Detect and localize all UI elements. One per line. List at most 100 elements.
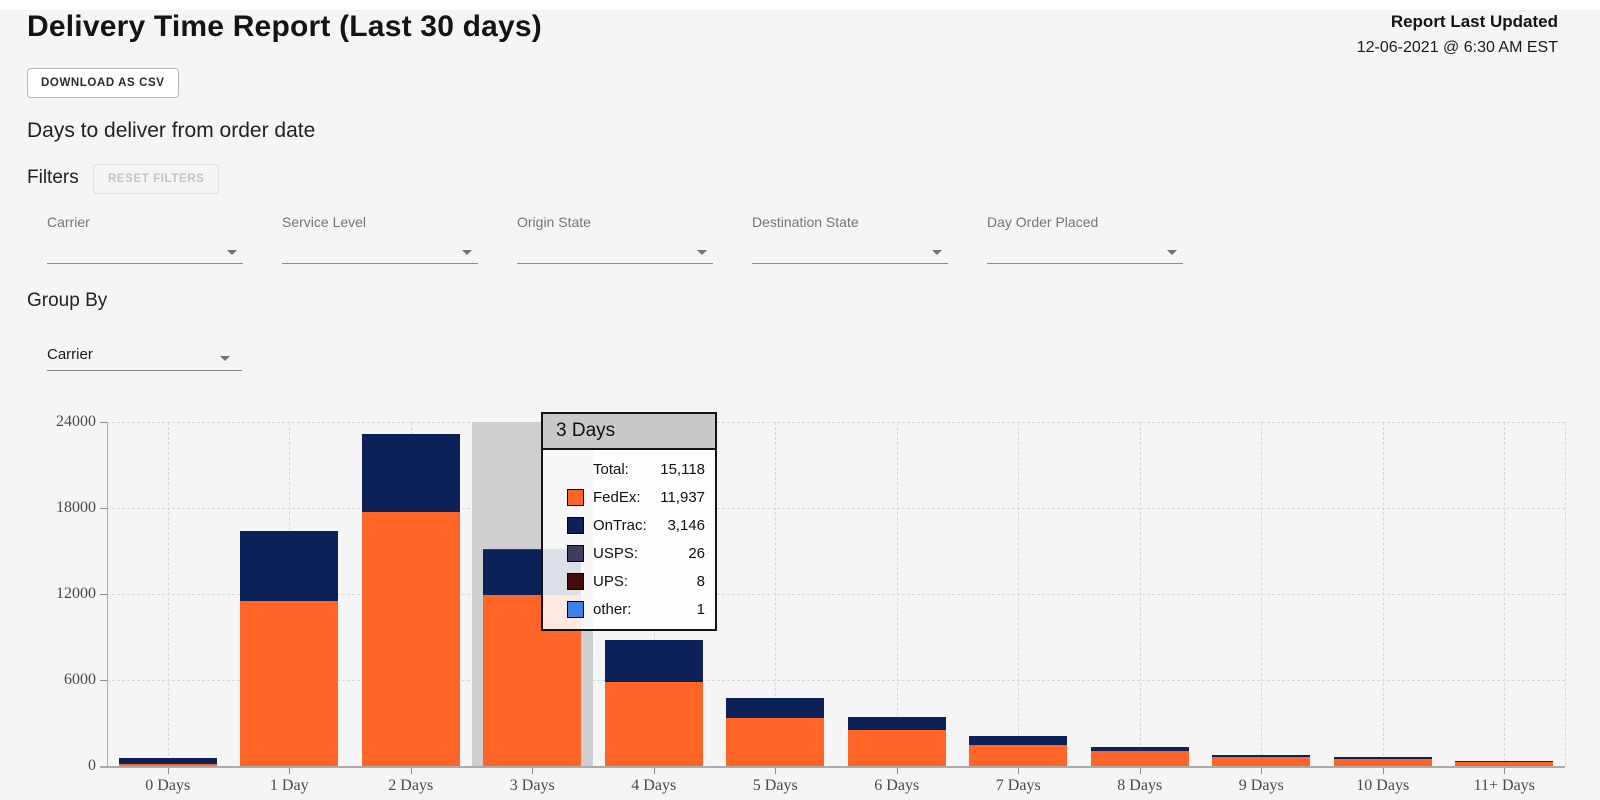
- y-axis-label: 12000: [56, 585, 96, 602]
- filter-label: Day Order Placed: [987, 214, 1099, 230]
- bar-7-days-fedex[interactable]: [969, 744, 1068, 766]
- x-axis-label: 5 Days: [752, 777, 798, 794]
- x-axis-tick: [1261, 768, 1263, 774]
- download-csv-button[interactable]: DOWNLOAD AS CSV: [27, 68, 179, 98]
- x-axis-label: 1 Day: [269, 777, 309, 794]
- filter-origin-state[interactable]: Origin State: [517, 214, 713, 264]
- bar-8-days-fedex[interactable]: [1090, 750, 1189, 766]
- x-axis-tick: [896, 768, 898, 774]
- series-swatch-icon: [567, 572, 584, 590]
- x-axis-label: 3 Days: [509, 777, 555, 794]
- bar-2-days-ontrac[interactable]: [361, 433, 460, 513]
- x-axis-tick: [775, 768, 777, 774]
- caret-down-icon: [227, 250, 237, 255]
- filter-service-level[interactable]: Service Level: [282, 214, 478, 264]
- filter-day-order-placed[interactable]: Day Order Placed: [987, 214, 1183, 264]
- bar-6-days-fedex[interactable]: [847, 729, 946, 766]
- filter-label: Carrier: [47, 214, 90, 230]
- bar-9-days-fedex[interactable]: [1212, 756, 1311, 766]
- tooltip-title: 3 Days: [541, 412, 717, 450]
- bar-5-days-fedex[interactable]: [726, 717, 825, 766]
- caret-down-icon: [462, 250, 472, 255]
- page-title: Delivery Time Report (Last 30 days): [27, 10, 542, 43]
- x-axis-label: 2 Days: [388, 777, 434, 794]
- tooltip-row-label: other:: [593, 600, 632, 618]
- x-axis-label: 6 Days: [874, 777, 920, 794]
- bar-1-day-fedex[interactable]: [240, 601, 339, 766]
- tooltip-row-ups: UPS: 8: [543, 567, 715, 595]
- reset-filters-button[interactable]: RESET FILTERS: [93, 164, 220, 194]
- bar-5-days-ontrac[interactable]: [726, 697, 825, 718]
- bar-3-days-usps[interactable]: [483, 549, 582, 550]
- bar-9-days-ontrac[interactable]: [1212, 755, 1311, 757]
- x-axis-tick: [1504, 768, 1506, 774]
- y-axis-label: 24000: [56, 413, 96, 430]
- bar-3-days-ups[interactable]: [483, 548, 582, 550]
- filter-carrier[interactable]: Carrier: [47, 214, 243, 264]
- x-axis-tick: [1382, 768, 1384, 774]
- select-underline: [987, 263, 1183, 264]
- bar-10-days-fedex[interactable]: [1333, 758, 1432, 766]
- group-by-select[interactable]: Carrier: [47, 340, 242, 371]
- x-axis-tick: [1139, 768, 1141, 774]
- report-last-updated-label: Report Last Updated: [1390, 12, 1558, 31]
- report-last-updated: Report Last Updated 12-06-2021 @ 6:30 AM…: [1357, 12, 1558, 57]
- select-underline: [47, 370, 242, 371]
- x-axis-tick: [289, 768, 291, 774]
- x-gridline: [1565, 422, 1566, 766]
- bar-8-days-ontrac[interactable]: [1090, 746, 1189, 751]
- select-underline: [752, 263, 948, 264]
- group-by-selected-value: Carrier: [47, 346, 93, 363]
- y-gridline: [107, 680, 1565, 681]
- bar-4-days-fedex[interactable]: [604, 681, 703, 766]
- y-axis-tick: [100, 680, 107, 681]
- caret-down-icon: [697, 250, 707, 255]
- y-gridline: [107, 594, 1565, 595]
- caret-down-icon: [220, 356, 230, 361]
- y-gridline: [107, 422, 1565, 423]
- y-axis-tick: [100, 594, 107, 595]
- x-axis-label: 9 Days: [1238, 777, 1284, 794]
- swatch-spacer: [567, 461, 584, 478]
- bar-10-days-ontrac[interactable]: [1333, 757, 1432, 759]
- tooltip-row-total: Total: 15,118: [543, 455, 715, 483]
- chart-subtitle: Days to deliver from order date: [27, 119, 316, 142]
- y-axis-tick: [100, 508, 107, 509]
- select-underline: [282, 263, 478, 264]
- tooltip-body: Total: 15,118 FedEx: 11,937 OnTrac: 3,146 USPS…: [541, 450, 717, 631]
- bar-0-days-fedex[interactable]: [118, 764, 217, 766]
- series-swatch-icon: [567, 544, 584, 562]
- bar-0-days-ontrac[interactable]: [118, 757, 217, 764]
- x-axis-tick: [167, 768, 169, 774]
- tooltip-row-value: 8: [696, 572, 705, 590]
- x-axis-label: 11+ Days: [1473, 777, 1535, 794]
- x-axis-label: 10 Days: [1356, 777, 1410, 794]
- filter-label: Origin State: [517, 214, 591, 230]
- filter-destination-state[interactable]: Destination State: [752, 214, 948, 264]
- tooltip-row-value: 15,118: [660, 460, 705, 478]
- bar-11-days-ontrac[interactable]: [1455, 761, 1554, 762]
- x-axis-label: 0 Days: [145, 777, 191, 794]
- tooltip-row-value: 3,146: [667, 516, 705, 534]
- caret-down-icon: [1167, 250, 1177, 255]
- bar-2-days-fedex[interactable]: [361, 512, 460, 766]
- tooltip-row-usps: USPS: 26: [543, 539, 715, 567]
- y-axis-label: 6000: [64, 671, 96, 688]
- select-underline: [517, 263, 713, 264]
- series-swatch-icon: [567, 516, 584, 534]
- top-strip: [0, 0, 1600, 10]
- x-axis-label: 4 Days: [631, 777, 677, 794]
- y-axis-line: [107, 422, 108, 766]
- x-axis-tick: [653, 768, 655, 774]
- bar-11-days-fedex[interactable]: [1455, 762, 1554, 766]
- tooltip-row-label: UPS:: [593, 572, 629, 590]
- bar-6-days-ontrac[interactable]: [847, 716, 946, 730]
- filter-label: Service Level: [282, 214, 367, 230]
- x-axis-tick: [532, 768, 534, 774]
- bar-4-days-ontrac[interactable]: [604, 639, 703, 682]
- bar-7-days-ontrac[interactable]: [969, 735, 1068, 745]
- chart-tooltip: 3 Days Total: 15,118 FedEx: 11,937 OnTrac: 3,…: [541, 412, 717, 631]
- tooltip-row-label: USPS:: [593, 544, 639, 562]
- y-axis-tick: [100, 422, 107, 423]
- bar-1-day-ontrac[interactable]: [240, 531, 339, 602]
